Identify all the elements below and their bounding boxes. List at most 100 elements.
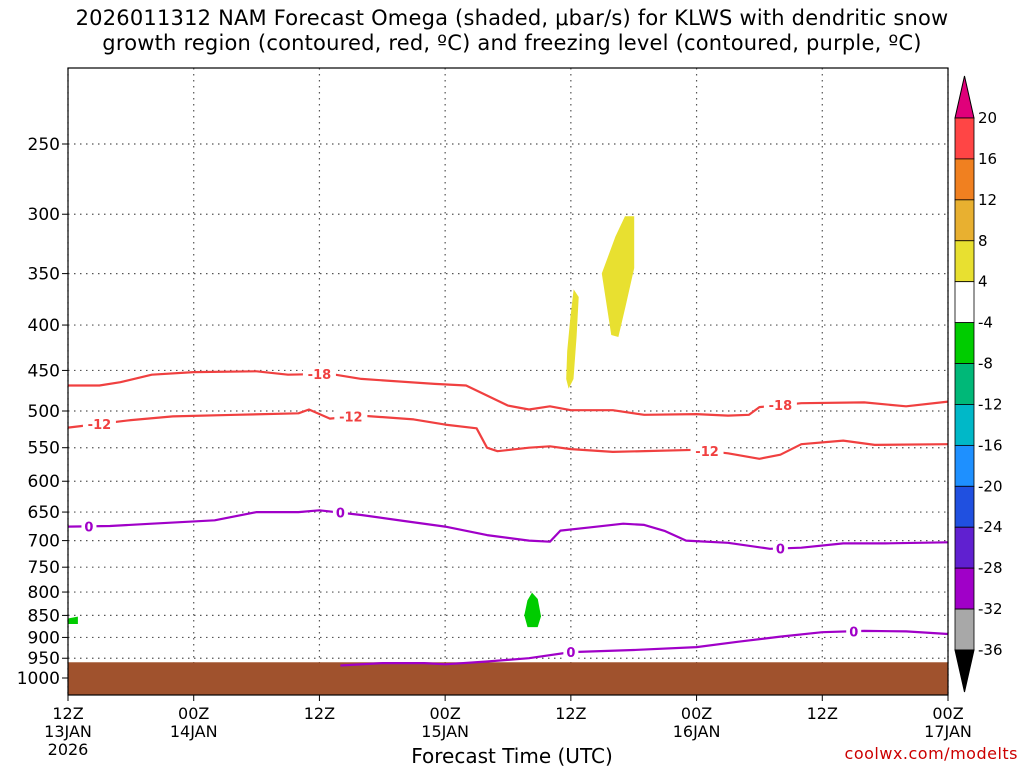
colorbar-bin-12 xyxy=(954,608,975,651)
dgz-bottom-label-bg-1 xyxy=(334,408,368,425)
y-tick-label-500: 500 xyxy=(28,402,60,422)
contours: -18 -18 -12 -12 -12 0 0 0 0 0 xyxy=(67,366,949,667)
freezing-level-upper-label-1: 0 xyxy=(336,507,345,522)
colorbar-label-5: -4 xyxy=(978,314,993,332)
x-tick-label-0-0: 12Z xyxy=(52,704,83,723)
y-tick-label-650: 650 xyxy=(28,503,60,523)
freezing-level-upper-line xyxy=(67,509,949,550)
x-tick-label-4-0: 12Z xyxy=(555,704,586,723)
x-tick-label-1-0: 00Z xyxy=(178,704,209,723)
freezing-level-lower-label-0: 0 xyxy=(566,646,575,661)
freezing-level-upper-label-0: 0 xyxy=(84,520,93,535)
colorbar-bin-9 xyxy=(954,485,975,528)
y-tick-label-1000: 1000 xyxy=(17,669,60,689)
colorbar-bin-1 xyxy=(954,158,975,201)
y-tick-label-300: 300 xyxy=(28,205,60,225)
y-tick-label-950: 950 xyxy=(28,649,60,669)
dgz-top-label-bg-0 xyxy=(302,366,336,383)
colorbar-label-2: 12 xyxy=(978,191,997,209)
chart-title-line-1: 2026011312 NAM Forecast Omega (shaded, μ… xyxy=(75,6,949,30)
y-tick-label-250: 250 xyxy=(28,135,60,155)
freezing-level-lower-label-1: 0 xyxy=(849,625,858,640)
source-credit[interactable]: coolwx.com/modelts xyxy=(844,744,1018,763)
colorbar-label-7: -12 xyxy=(978,395,1003,413)
colorbar-label-12: -32 xyxy=(978,600,1003,618)
chart-title-line-2: growth region (contoured, red, ºC) and f… xyxy=(102,31,922,55)
y-tick-label-800: 800 xyxy=(28,583,60,603)
x-tick-label-7-1: 17JAN xyxy=(924,722,972,741)
dgz-bottom-label-1: -12 xyxy=(339,411,363,426)
colorbar: 20 16 12 8 4 -4 -8 -12 -16 -20 -24 -28 -32 -36 xyxy=(954,75,1003,693)
omega-plus-4-to-8-lower xyxy=(566,289,579,389)
x-tick-label-6-0: 12Z xyxy=(807,704,838,723)
x-axis-title: Forecast Time (UTC) xyxy=(411,744,613,768)
dgz-bottom-line xyxy=(67,408,949,460)
colorbar-label-3: 8 xyxy=(978,232,988,250)
colorbar-label-0: 20 xyxy=(978,109,997,127)
y-tick-label-400: 400 xyxy=(28,316,60,336)
colorbar-bin-2 xyxy=(954,199,975,242)
colorbar-bin-11 xyxy=(954,567,975,610)
omega-shading xyxy=(67,216,635,628)
x-tick-label-2-0: 12Z xyxy=(304,704,335,723)
x-tick-label-0-1: 13JAN xyxy=(44,722,92,741)
y-tick-label-750: 750 xyxy=(28,558,60,578)
x-tick-label-7-0: 00Z xyxy=(932,704,963,723)
freezing-level-lower-label-bg-1 xyxy=(846,623,862,640)
colorbar-bin-5 xyxy=(954,322,975,364)
plot-frame xyxy=(67,67,949,696)
x-tick-label-5-1: 16JAN xyxy=(673,722,721,741)
x-tick-label-3-0: 00Z xyxy=(429,704,460,723)
chart-title: 2026011312 NAM Forecast Omega (shaded, μ… xyxy=(0,6,1024,56)
y-tick-label-850: 850 xyxy=(28,606,60,626)
x-tick-label-5-0: 00Z xyxy=(681,704,712,723)
colorbar-label-6: -8 xyxy=(978,355,993,373)
colorbar-bottom-triangle xyxy=(954,649,975,693)
colorbar-bin-4 xyxy=(954,281,975,324)
ground xyxy=(68,662,948,695)
freezing-level-upper-label-2: 0 xyxy=(776,542,785,557)
dgz-top-label-1: -18 xyxy=(769,399,793,414)
omega-plus-4-to-8-upper xyxy=(601,216,635,338)
freezing-level-upper-label-bg-1 xyxy=(332,504,348,521)
y-tick-label-900: 900 xyxy=(28,628,60,648)
y-tick-label-600: 600 xyxy=(28,472,60,492)
grid xyxy=(67,68,949,695)
freezing-level-lower-label-bg-0 xyxy=(563,644,579,661)
freezing-level-upper-label-bg-0 xyxy=(81,518,97,535)
x-tick-label-3-1: 15JAN xyxy=(421,722,469,741)
freezing-level-upper-label-bg-2 xyxy=(772,540,788,557)
omega-minus-4-to-8-edge xyxy=(67,616,78,624)
colorbar-bin-0 xyxy=(954,117,975,160)
colorbar-label-13: -36 xyxy=(978,641,1003,659)
colorbar-bin-10 xyxy=(954,526,975,569)
dgz-top-label-0: -18 xyxy=(308,368,332,383)
x-tick-label-0-2: 2026 xyxy=(48,740,89,759)
axes: 2503003504004505005506006507007508008509… xyxy=(17,67,972,759)
y-tick-label-700: 700 xyxy=(28,532,60,552)
dgz-top-label-bg-1 xyxy=(763,397,797,414)
omega-minus-4-to-8-mid xyxy=(524,592,542,628)
dgz-bottom-label-bg-2 xyxy=(690,442,724,459)
colorbar-label-8: -16 xyxy=(978,436,1003,454)
colorbar-label-11: -28 xyxy=(978,559,1003,577)
colorbar-bin-8 xyxy=(954,444,975,487)
colorbar-bin-6 xyxy=(954,363,975,405)
dgz-bottom-label-0: -12 xyxy=(88,418,112,433)
dgz-bottom-label-bg-0 xyxy=(82,415,116,432)
y-tick-label-450: 450 xyxy=(28,361,60,381)
colorbar-top-triangle xyxy=(954,75,975,119)
colorbar-label-10: -24 xyxy=(978,518,1003,536)
colorbar-label-4: 4 xyxy=(978,273,988,291)
x-tick-label-1-1: 14JAN xyxy=(170,722,218,741)
y-tick-label-550: 550 xyxy=(28,439,60,459)
y-tick-label-350: 350 xyxy=(28,265,60,285)
dgz-bottom-label-2: -12 xyxy=(695,445,719,460)
dgz-top-line xyxy=(68,370,949,417)
colorbar-bin-7 xyxy=(954,404,975,446)
ground-fill xyxy=(68,662,948,695)
colorbar-label-1: 16 xyxy=(978,150,997,168)
colorbar-label-9: -20 xyxy=(978,477,1003,495)
colorbar-bin-3 xyxy=(954,240,975,283)
